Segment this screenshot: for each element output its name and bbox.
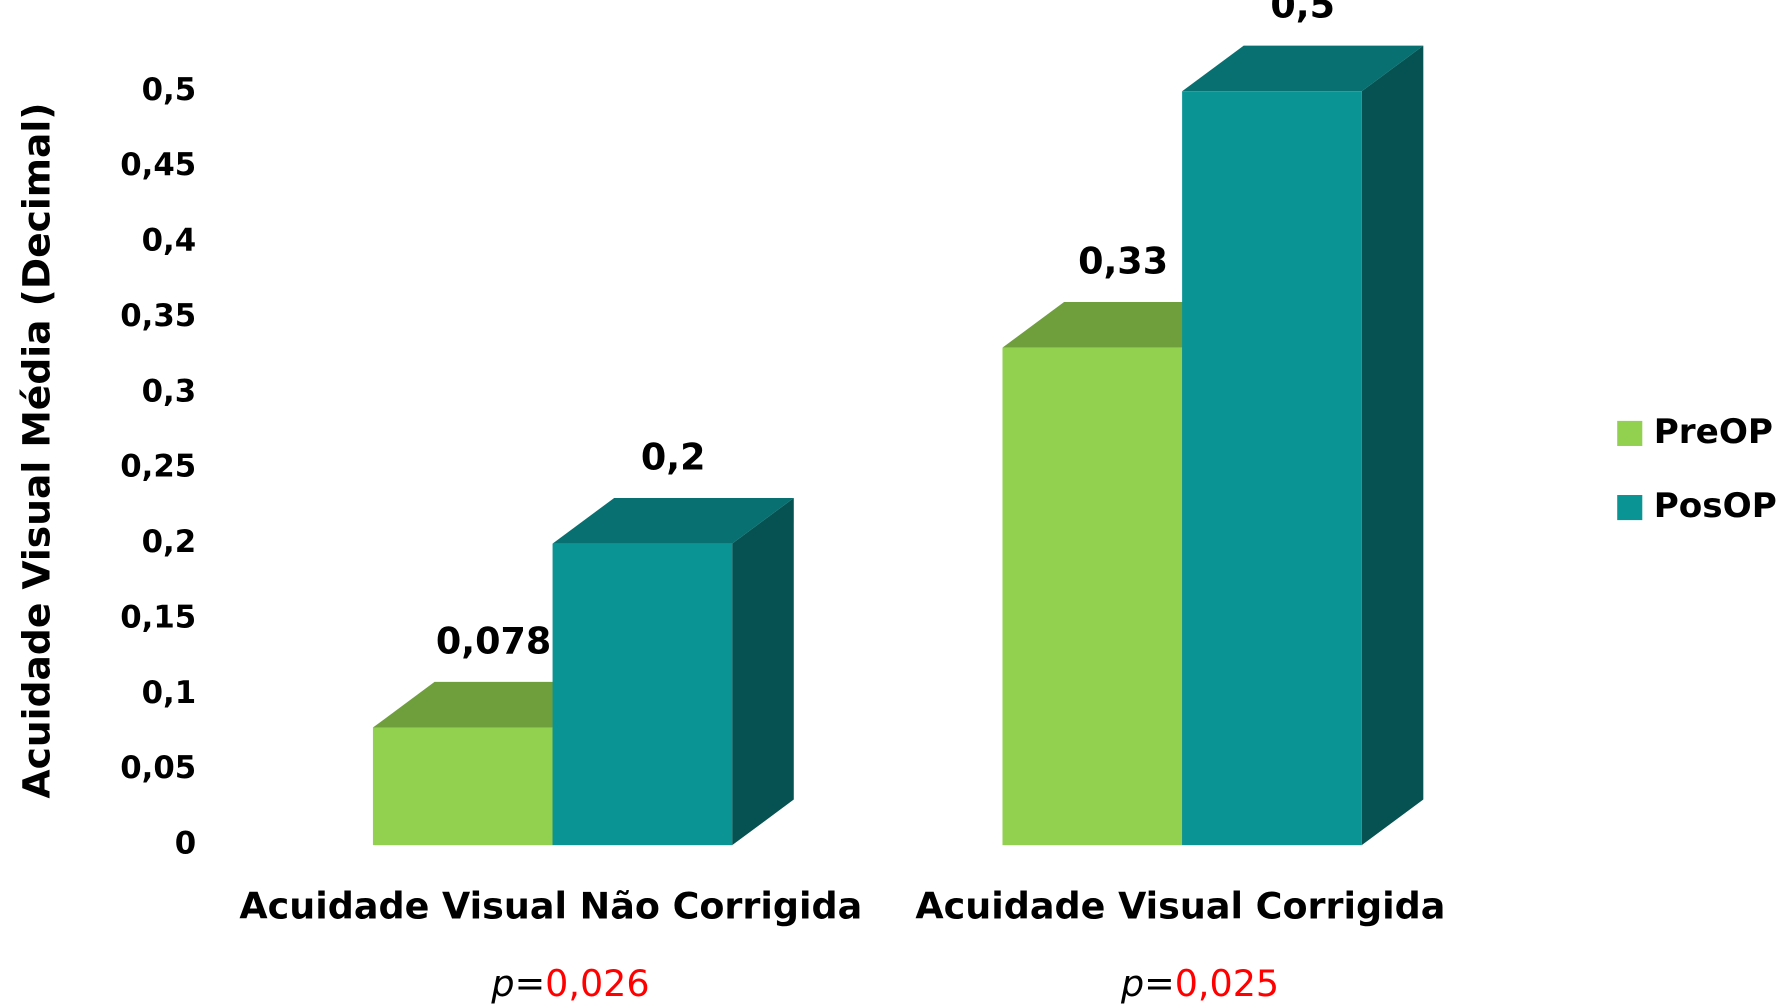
data-label: 0,33 (1078, 240, 1168, 283)
data-label: 0,2 (641, 436, 706, 479)
annotation-label: p= (1120, 962, 1175, 1005)
y-tick-label: 0,15 (120, 599, 196, 635)
annotation-label: p= (490, 962, 545, 1005)
legend-label: PreOP (1654, 412, 1773, 452)
y-tick-label: 0,05 (120, 750, 196, 786)
y-tick-label: 0,45 (120, 147, 196, 183)
bar (552, 543, 733, 846)
y-tick-label: 0,4 (142, 223, 197, 259)
bar-side (1361, 45, 1424, 846)
y-tick-label: 0,3 (142, 373, 197, 409)
x-tick-label: Acuidade Visual Não Corrigida (239, 884, 862, 927)
legend-label: PosOP (1654, 486, 1777, 526)
legend-swatch (1617, 420, 1643, 446)
y-tick-label: 0,5 (142, 72, 197, 108)
bar-top (552, 497, 794, 544)
data-label: 0,5 (1270, 0, 1335, 26)
y-tick-label: 0,25 (120, 449, 196, 485)
x-tick-label: Acuidade Visual Corrigida (915, 884, 1445, 927)
bar (372, 727, 553, 846)
legend-swatch (1617, 495, 1643, 521)
data-label: 0,078 (436, 620, 551, 663)
annotation-value: 0,026 (545, 962, 649, 1005)
y-tick-label: 0,2 (142, 524, 197, 560)
y-tick-label: 0,1 (142, 675, 197, 711)
bar-top (1182, 45, 1424, 92)
y-axis-label: Acuidade Visual Média (Decimal) (14, 103, 58, 799)
bar (1182, 91, 1362, 846)
bar-side (732, 497, 794, 846)
y-tick-label: 0,35 (120, 298, 196, 334)
y-tick-label: 0 (175, 826, 196, 862)
bar (1002, 347, 1183, 846)
annotation-value: 0,025 (1175, 962, 1279, 1005)
